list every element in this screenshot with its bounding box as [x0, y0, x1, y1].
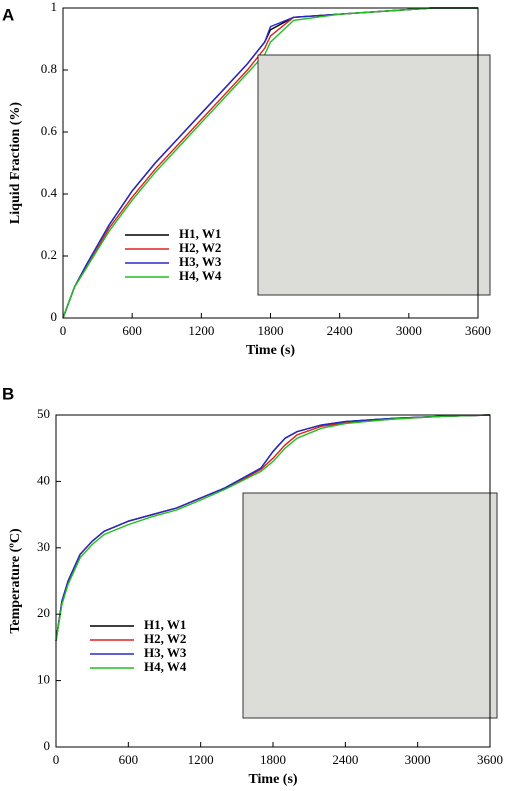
series-line — [55, 414, 491, 641]
x-tick-label: 1800 — [260, 752, 286, 767]
x-axis-title: Time (s) — [248, 772, 297, 787]
legend-label: H2, W2 — [144, 631, 186, 646]
y-tick-label: 0.6 — [41, 123, 58, 138]
x-tick-label: 3000 — [396, 323, 422, 338]
y-tick-label: 10 — [37, 672, 50, 687]
series-line — [62, 7, 478, 319]
inset-box — [242, 492, 498, 719]
y-tick-label: 0 — [51, 309, 58, 324]
x-tick-label: 3600 — [477, 752, 503, 767]
x-tick-label: 1800 — [258, 323, 284, 338]
y-tick-label: 40 — [37, 472, 50, 487]
y-tick-label: 0.4 — [41, 185, 58, 200]
x-tick-label: 0 — [60, 323, 67, 338]
y-tick-label: 0 — [44, 738, 51, 753]
y-axis-title: Liquid Fraction (%) — [8, 102, 23, 224]
inset-box — [257, 54, 491, 296]
y-tick-label: 20 — [37, 605, 50, 620]
x-tick-label: 0 — [53, 752, 60, 767]
x-tick-label: 3600 — [465, 323, 491, 338]
y-tick-label: 1 — [51, 0, 58, 14]
x-axis-title: Time (s) — [246, 343, 295, 358]
y-tick-label: 0.8 — [41, 61, 57, 76]
x-tick-label: 2400 — [332, 752, 358, 767]
legend-label: H1, W1 — [179, 226, 221, 241]
x-tick-label: 600 — [122, 323, 142, 338]
legend-label: H4, W4 — [144, 659, 187, 674]
x-tick-label: 1200 — [188, 323, 214, 338]
x-tick-label: 2400 — [327, 323, 353, 338]
y-tick-label: 30 — [37, 539, 50, 554]
y-tick-label: 0.2 — [41, 247, 57, 262]
legend-label: H2, W2 — [179, 240, 221, 255]
y-tick-label: 50 — [37, 406, 50, 421]
panel-label: B — [2, 384, 14, 403]
x-tick-label: 3000 — [405, 752, 431, 767]
panel-label: A — [2, 5, 14, 24]
legend-label: H3, W3 — [179, 254, 222, 269]
legend-label: H3, W3 — [144, 645, 187, 660]
x-tick-label: 600 — [119, 752, 139, 767]
legend-label: H1, W1 — [144, 617, 186, 632]
legend-label: H4, W4 — [179, 268, 222, 283]
x-tick-label: 1200 — [188, 752, 214, 767]
y-axis-title: Temperature (ºC) — [8, 528, 23, 634]
series-line — [55, 414, 491, 641]
